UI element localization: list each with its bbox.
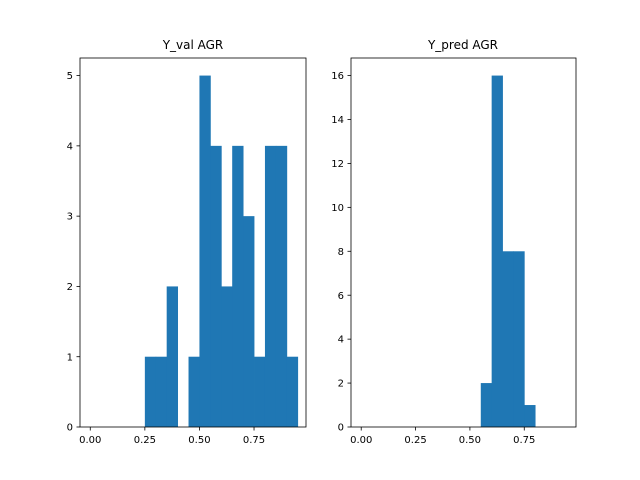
x-tick-label-pred-2: 0.50 bbox=[459, 435, 481, 446]
y-tick-label-pred-2: 4 bbox=[338, 335, 344, 346]
histogram-bar-val-2 bbox=[166, 286, 179, 427]
chart-title-pred: Y_pred AGR bbox=[427, 38, 498, 52]
histogram-bar-val-8 bbox=[243, 216, 255, 427]
histogram-bar-val-4 bbox=[199, 75, 211, 428]
histogram-bar-val-0 bbox=[144, 356, 157, 427]
y-ticks-pred: 0 2 4 6 8 10 12 14 16 bbox=[331, 71, 351, 434]
histogram-bar-val-3 bbox=[188, 356, 200, 427]
x-ticks-val: 0.00 0.25 0.50 0.75 bbox=[79, 427, 265, 446]
y-ticks-val: 0 1 2 3 4 5 bbox=[67, 71, 80, 434]
histogram-bar-val-11 bbox=[275, 145, 288, 427]
chart-panel-pred: Y_pred AGR 0.00 0.25 0.50 0.75 0 2 4 6 8 10 12 14 1… bbox=[331, 38, 577, 446]
y-tick-label-pred-7: 14 bbox=[331, 115, 344, 126]
histogram-bar-val-5 bbox=[210, 145, 222, 427]
plot-frame-pred bbox=[350, 57, 577, 428]
x-tick-label-pred-0: 0.00 bbox=[350, 435, 372, 446]
histogram-bar-val-1 bbox=[155, 356, 168, 427]
y-tick-label-val-0: 0 bbox=[67, 423, 73, 434]
histogram-bar-val-7 bbox=[232, 145, 244, 427]
y-tick-label-val-4: 4 bbox=[67, 141, 73, 152]
histogram-bar-pred-1 bbox=[491, 75, 503, 428]
y-tick-label-pred-5: 10 bbox=[331, 203, 344, 214]
histogram-bar-pred-3 bbox=[513, 251, 525, 427]
histogram-bar-val-9 bbox=[254, 356, 266, 427]
y-tick-label-pred-3: 6 bbox=[338, 291, 344, 302]
x-tick-label-val-2: 0.50 bbox=[188, 435, 210, 446]
y-tick-label-val-1: 1 bbox=[67, 352, 73, 363]
plot-frame-val bbox=[79, 57, 307, 428]
y-tick-label-val-3: 3 bbox=[67, 212, 73, 223]
chart-title-val: Y_val AGR bbox=[162, 38, 224, 52]
histogram-bar-val-6 bbox=[221, 286, 233, 427]
histogram-bar-pred-2 bbox=[502, 251, 514, 427]
y-tick-label-pred-1: 2 bbox=[338, 379, 344, 390]
y-tick-label-val-5: 5 bbox=[67, 71, 73, 82]
x-tick-label-val-1: 0.25 bbox=[134, 435, 156, 446]
x-ticks-pred: 0.00 0.25 0.50 0.75 bbox=[350, 427, 535, 446]
x-tick-label-pred-1: 0.25 bbox=[404, 435, 426, 446]
y-tick-label-val-2: 2 bbox=[67, 282, 73, 293]
histogram-bar-val-12 bbox=[286, 356, 299, 427]
chart-panel-val: Y_val AGR 0.00 0.25 0.50 0.75 0 1 2 3 4 5 bbox=[67, 38, 307, 446]
histogram-bar-pred-4 bbox=[524, 405, 536, 427]
y-tick-label-pred-6: 12 bbox=[331, 159, 344, 170]
bars-val bbox=[144, 75, 299, 428]
histogram-bar-val-10 bbox=[264, 145, 277, 427]
y-tick-label-pred-0: 0 bbox=[338, 423, 344, 434]
bars-pred bbox=[480, 75, 536, 428]
y-tick-label-pred-8: 16 bbox=[331, 71, 344, 82]
x-tick-label-pred-3: 0.75 bbox=[513, 435, 535, 446]
histogram-bar-pred-0 bbox=[480, 383, 493, 427]
x-tick-label-val-3: 0.75 bbox=[243, 435, 265, 446]
x-tick-label-val-0: 0.00 bbox=[79, 435, 101, 446]
y-tick-label-pred-4: 8 bbox=[338, 247, 344, 258]
